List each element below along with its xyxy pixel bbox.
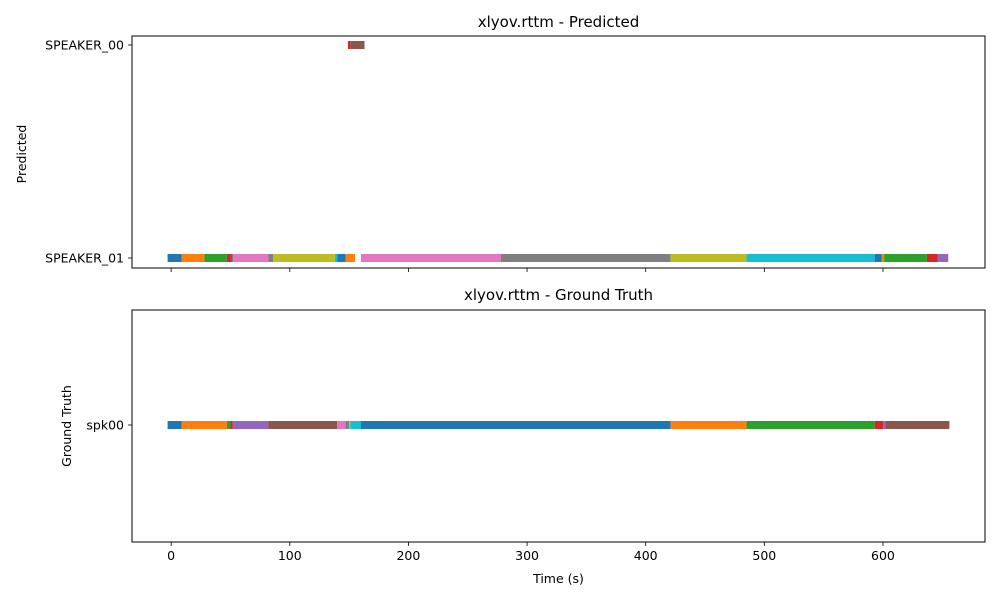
ytick-label-speaker_01: SPEAKER_01 [45,251,124,266]
ground-truth-ylabel: Ground Truth [59,385,74,467]
segment-spk00-1 [181,421,227,429]
segment-spk00-14 [882,421,886,429]
xtick-label-200: 200 [396,548,420,563]
predicted-title: xlyov.rttm - Predicted [478,13,639,31]
segment-speaker_01-15 [874,254,882,262]
segment-spk00-2 [226,421,231,429]
xtick-label-600: 600 [871,548,895,563]
xtick-label-300: 300 [515,548,539,563]
ground-truth-xticks: 0 100 200 300 400 500 600 [167,542,895,563]
ytick-label-speaker_00: SPEAKER_00 [45,38,124,53]
xtick-label-400: 400 [634,548,658,563]
segment-speaker_01-3 [226,254,231,262]
segment-spk00-0 [167,421,182,429]
segment-speaker_01-4 [230,254,233,262]
segment-spk00-9 [350,421,361,429]
segment-speaker_00-21 [350,41,365,49]
segment-spk00-3 [230,421,233,429]
ground-truth-segments [167,421,950,429]
segment-speaker_01-7 [273,254,335,262]
predicted-axes-frame [131,35,986,269]
segment-speaker_01-11 [360,254,501,262]
segment-spk00-8 [349,421,351,429]
segment-speaker_01-8 [334,254,338,262]
ground-truth-title: xlyov.rttm - Ground Truth [464,286,653,304]
segment-speaker_01-10 [345,254,356,262]
predicted-ylabel: Predicted [14,125,29,184]
ground-truth-yticks: spk00 [86,418,132,433]
segment-spk00-15 [885,421,950,429]
segment-speaker_01-18 [926,254,938,262]
segment-spk00-6 [337,421,346,429]
segment-spk00-11 [670,421,747,429]
x-axis-label: Time (s) [532,571,584,586]
segment-speaker_01-9 [337,254,346,262]
segment-speaker_01-2 [204,254,227,262]
predicted-segments [167,41,949,262]
xtick-label-500: 500 [752,548,776,563]
segment-spk00-10 [360,421,671,429]
ytick-label-spk00: spk00 [86,418,124,433]
predicted-panel: xlyov.rttm - Predicted Predicted SPEAKER… [14,13,986,272]
segment-speaker_01-19 [937,254,949,262]
predicted-yticks: SPEAKER_01 SPEAKER_00 [45,38,132,266]
segment-spk00-7 [345,421,350,429]
segment-speaker_01-14 [746,254,875,262]
segment-spk00-12 [746,421,875,429]
segment-speaker_01-13 [670,254,747,262]
segment-speaker_01-17 [884,254,927,262]
segment-speaker_01-16 [881,254,885,262]
ground-truth-panel: xlyov.rttm - Ground Truth Ground Truth s… [59,286,986,586]
segment-speaker_01-0 [167,254,182,262]
segment-spk00-13 [874,421,883,429]
segment-speaker_01-12 [500,254,671,262]
segment-speaker_01-5 [232,254,269,262]
segment-speaker_01-1 [181,254,205,262]
segment-spk00-5 [268,421,338,429]
xtick-label-100: 100 [278,548,302,563]
segment-spk00-4 [232,421,269,429]
predicted-xticks [170,268,884,272]
segment-speaker_01-6 [268,254,274,262]
xtick-label-0: 0 [167,548,175,563]
ground-truth-axes-frame [131,309,986,543]
segment-speaker_00-20 [347,41,351,49]
